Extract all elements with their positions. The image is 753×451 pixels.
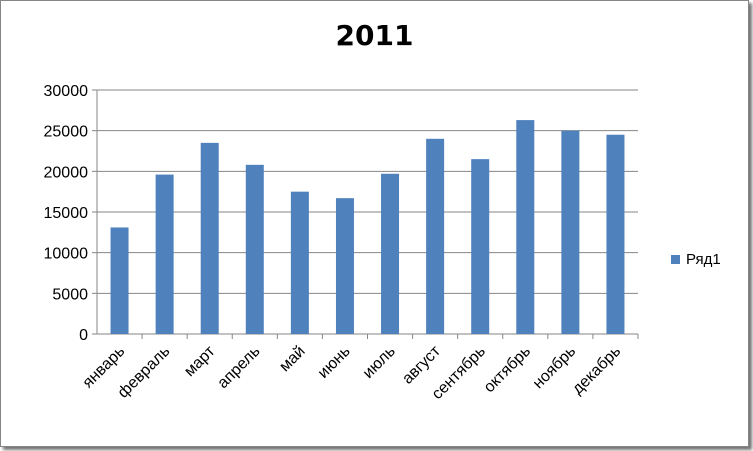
chart-title: 2011 <box>335 19 414 52</box>
bar <box>290 191 309 334</box>
bar-chart: 050001000015000200002500030000январьфевр… <box>44 83 639 403</box>
x-tick-label: май <box>276 343 308 375</box>
bar <box>245 164 264 334</box>
x-tick-label: июнь <box>315 343 354 382</box>
bar <box>426 138 445 334</box>
bar <box>606 134 625 334</box>
bar <box>381 173 400 334</box>
y-tick-label: 20000 <box>44 164 89 181</box>
bar <box>110 227 129 334</box>
bar <box>200 142 219 334</box>
x-tick-label: октябрь <box>481 343 534 396</box>
x-tick-label: декабрь <box>569 343 624 398</box>
bar <box>335 198 354 334</box>
bar <box>471 159 490 334</box>
bar <box>155 174 174 334</box>
x-tick-label: июль <box>360 343 399 382</box>
y-tick-label: 5000 <box>52 286 88 303</box>
y-tick-label: 15000 <box>44 205 89 222</box>
legend-swatch <box>671 255 680 264</box>
y-tick-label: 0 <box>79 327 88 344</box>
legend: Ряд1 <box>671 251 721 268</box>
x-tick-label: март <box>181 342 219 380</box>
legend-label: Ряд1 <box>686 251 721 268</box>
bar <box>561 130 580 334</box>
y-tick-label: 10000 <box>44 246 89 263</box>
y-tick-label: 30000 <box>44 83 89 100</box>
bar <box>516 120 535 335</box>
x-tick-label: апрель <box>214 343 263 392</box>
y-tick-label: 25000 <box>44 124 89 141</box>
